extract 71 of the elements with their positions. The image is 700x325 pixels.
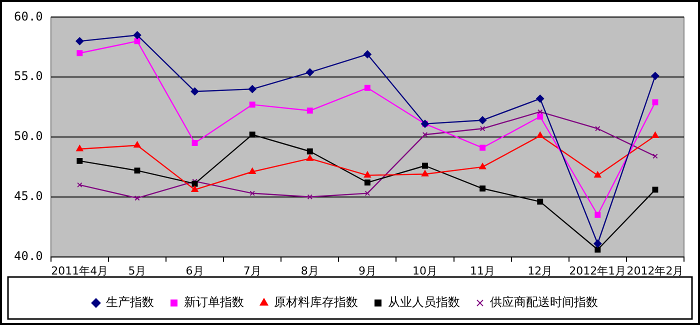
- y-tick-label: 50.0: [14, 129, 43, 144]
- point: [192, 180, 198, 187]
- point: [76, 158, 83, 164]
- point: [363, 50, 372, 58]
- point: [76, 144, 84, 152]
- point: [306, 68, 314, 76]
- point: [594, 240, 602, 248]
- y-tick-label: 45.0: [14, 189, 43, 204]
- legend-label: 新订单指数: [184, 295, 244, 310]
- point: [422, 132, 428, 138]
- x-tick-label: 11月: [470, 264, 496, 278]
- point: [537, 109, 543, 114]
- y-tick-label: 40.0: [14, 248, 43, 263]
- point: [478, 116, 487, 124]
- point: [594, 171, 602, 178]
- x-tick-label: 5月: [128, 264, 146, 278]
- point: [191, 186, 198, 192]
- point: [134, 168, 140, 174]
- point: [248, 85, 256, 94]
- y-tick-label: 55.0: [14, 69, 43, 84]
- point: [364, 190, 370, 196]
- point: [480, 126, 486, 132]
- legend-label: 供应商配送时间指数: [490, 295, 598, 310]
- point: [133, 31, 142, 40]
- point: [190, 87, 199, 96]
- point: [652, 132, 659, 138]
- point: [652, 154, 658, 159]
- point: [652, 186, 658, 193]
- point: [595, 126, 600, 132]
- x-tick-label: 6月: [186, 264, 204, 278]
- point: [248, 168, 256, 174]
- point: [192, 140, 198, 146]
- point: [306, 108, 313, 114]
- point: [306, 148, 313, 154]
- point: [364, 84, 370, 91]
- x-tick-label: 10月: [412, 264, 438, 278]
- point: [306, 154, 314, 161]
- x-tick-label: 2012年2月: [626, 264, 684, 278]
- point: [537, 198, 544, 205]
- point: [76, 37, 84, 46]
- legend-label: 生产指数: [106, 295, 154, 310]
- point: [536, 94, 544, 103]
- x-tick-label: 12月: [528, 264, 553, 278]
- point: [421, 170, 429, 176]
- x-tick-label: 7月: [243, 264, 262, 278]
- x-tick-label: 2012年1月: [569, 264, 626, 278]
- point: [594, 212, 601, 218]
- x-tick-label: 9月: [358, 264, 376, 278]
- x-tick-label: 2011年4月: [51, 264, 108, 278]
- legend-label: 从业人员指数: [388, 295, 460, 310]
- point: [480, 186, 486, 192]
- point: [364, 171, 371, 178]
- point: [536, 132, 544, 138]
- x-tick-label: 8月: [300, 264, 319, 278]
- point: [134, 141, 141, 148]
- point: [307, 194, 313, 200]
- point: [651, 72, 660, 80]
- point: [652, 99, 658, 106]
- point: [537, 114, 544, 120]
- point: [250, 190, 255, 196]
- legend-label: 原材料库存指数: [274, 295, 358, 310]
- point: [134, 195, 140, 201]
- y-tick-label: 60.0: [14, 9, 43, 24]
- point: [364, 180, 370, 186]
- point: [594, 246, 601, 253]
- point: [76, 50, 83, 56]
- point: [249, 132, 256, 138]
- point: [422, 162, 428, 169]
- point: [249, 102, 256, 108]
- point: [479, 162, 486, 170]
- point: [480, 144, 486, 151]
